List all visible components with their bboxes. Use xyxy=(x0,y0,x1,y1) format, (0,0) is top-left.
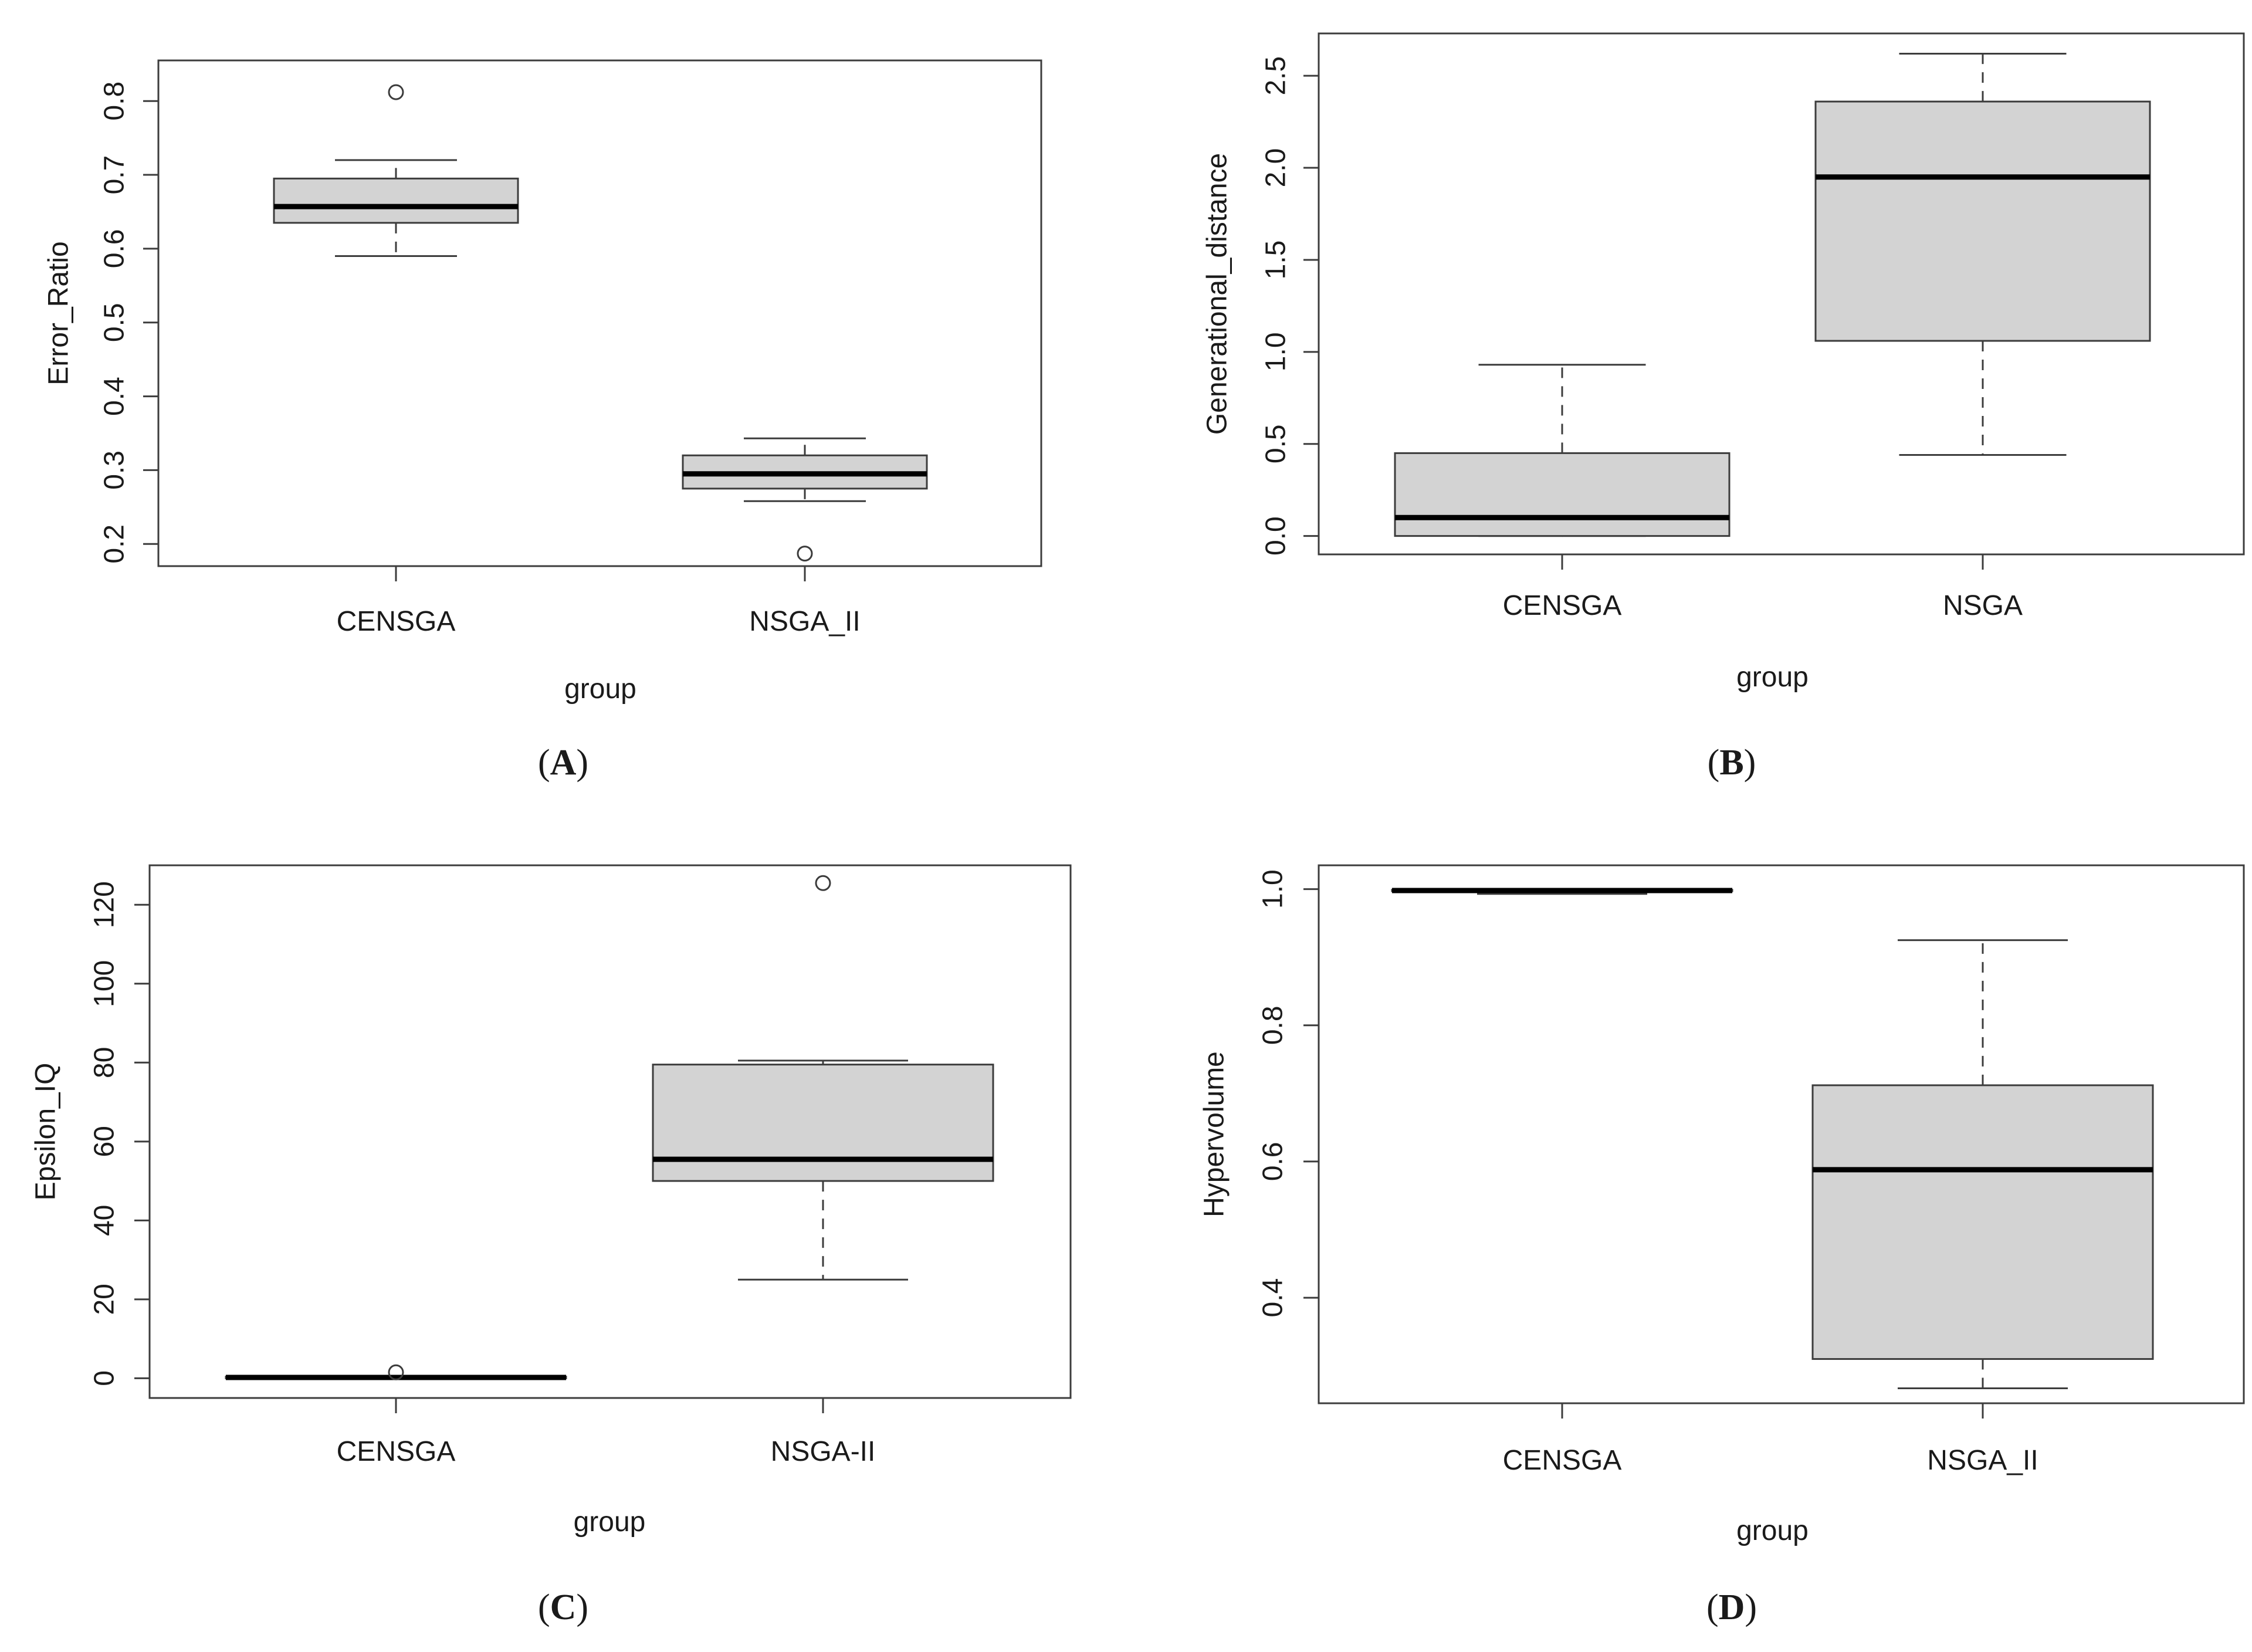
y-tick-label: 0.4 xyxy=(1258,1278,1289,1318)
plot-frame xyxy=(148,864,1072,1399)
y-tick-label: 0.0 xyxy=(1261,516,1292,556)
y-tick-label: 0.7 xyxy=(99,155,130,195)
y-tick-label: 0.8 xyxy=(1258,1006,1289,1045)
y-tick-label: 2.0 xyxy=(1261,148,1292,188)
boxplot-panel-a: 0.2 0.3 0.4 0.5 0.6 0.7 0.8 Error_Ratio CENSGA NS… xyxy=(43,59,1042,783)
y-tick-label: 0.2 xyxy=(99,524,130,564)
boxplot-panel-c: 0 20 40 60 80 100 120 Epsilon_IQ CENSGA NSGA-II gr… xyxy=(31,864,1072,1627)
x-category-label: CENSGA xyxy=(337,606,456,637)
x-axis-title: group xyxy=(1736,662,1809,693)
y-tick-label: 1.0 xyxy=(1258,869,1289,909)
y-tick-label: 1.5 xyxy=(1261,241,1292,280)
panel-label: (A) xyxy=(538,743,588,783)
y-axis-title: Generational_distance xyxy=(1202,153,1233,435)
plot-frame xyxy=(1318,864,2245,1404)
y-tick-label: 20 xyxy=(89,1284,120,1315)
iqr-box xyxy=(273,177,519,224)
iqr-box xyxy=(1814,100,2151,342)
plot-frame xyxy=(1318,32,2245,556)
x-category-label: NSGA_II xyxy=(1927,1445,2038,1476)
y-tick-label: 0.3 xyxy=(99,451,130,490)
x-category-label: NSGA-II xyxy=(771,1436,876,1467)
y-axis-title: Epsilon_IQ xyxy=(31,1063,62,1201)
x-category-label: CENSGA xyxy=(1503,590,1622,621)
y-tick-label: 1.0 xyxy=(1261,332,1292,371)
x-axis-title: group xyxy=(1736,1515,1809,1546)
boxplot-panel-d: 0.4 0.6 0.8 1.0 Hypervolume CENSGA NSGA_IIgrou… xyxy=(1199,864,2245,1627)
y-tick-label: 100 xyxy=(89,960,120,1007)
boxplot-panel-b: 0.0 0.5 1.0 1.5 2.0 2.5 Generational_distance C… xyxy=(1202,32,2245,783)
y-tick-label: 0.6 xyxy=(99,229,130,269)
y-tick-label: 0.8 xyxy=(99,82,130,121)
panel-label: (B) xyxy=(1708,743,1756,783)
panel-label: (D) xyxy=(1706,1587,1757,1627)
iqr-box xyxy=(1394,452,1731,537)
panel-label: (C) xyxy=(538,1587,588,1627)
y-axis-title: Error_Ratio xyxy=(43,241,74,385)
y-tick-label: 40 xyxy=(89,1205,120,1236)
outlier-point xyxy=(388,1364,404,1380)
y-tick-label: 80 xyxy=(89,1047,120,1078)
y-tick-label: 0.5 xyxy=(1261,424,1292,463)
y-tick-label: 0.4 xyxy=(99,377,130,416)
x-category-label: NSGA_II xyxy=(749,606,860,637)
outlier-point xyxy=(388,84,404,100)
x-axis-title: group xyxy=(564,673,636,705)
outlier-point xyxy=(815,875,831,891)
x-category-label: CENSGA xyxy=(337,1436,456,1467)
x-category-label: CENSGA xyxy=(1503,1445,1622,1476)
x-category-label: NSGA xyxy=(1943,590,2023,621)
y-tick-label: 0.6 xyxy=(1258,1142,1289,1182)
y-tick-label: 0 xyxy=(89,1370,120,1386)
iqr-box xyxy=(652,1064,994,1182)
outlier-point xyxy=(797,546,813,562)
y-axis-title: Hypervolume xyxy=(1199,1051,1230,1217)
y-tick-label: 0.5 xyxy=(99,303,130,342)
x-axis-title: group xyxy=(574,1507,646,1538)
y-tick-label: 60 xyxy=(89,1126,120,1157)
y-tick-label: 120 xyxy=(89,881,120,928)
iqr-box xyxy=(1811,1084,2154,1360)
y-tick-label: 2.5 xyxy=(1261,56,1292,96)
plot-frame xyxy=(157,59,1042,567)
